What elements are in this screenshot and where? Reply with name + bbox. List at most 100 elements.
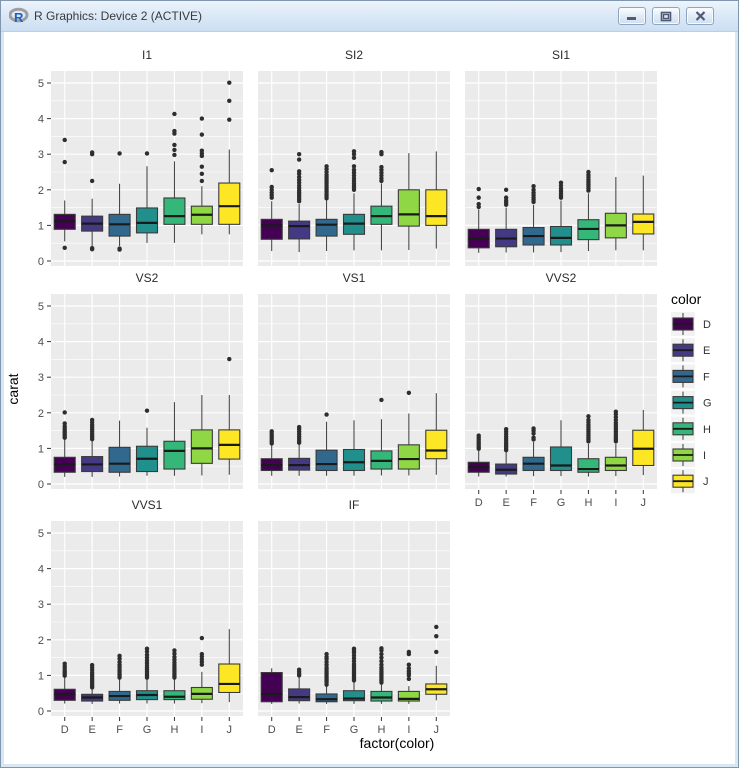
legend-key-J: J [671, 469, 709, 494]
facet-I1: I1 0 1 2 3 4 5 [38, 48, 243, 268]
boxplot-VS2-G [135, 408, 159, 476]
outlier-point [62, 661, 67, 666]
outlier-point [144, 646, 150, 651]
outlier-point [531, 184, 536, 189]
boxplot-I1-I [190, 116, 213, 235]
boxplot-VVS1-J [218, 629, 241, 703]
x-tick-label: D [475, 497, 483, 509]
minimize-button[interactable] [618, 7, 646, 25]
boxplot-VS1-I [397, 390, 420, 476]
boxplot-SI2-J [425, 151, 448, 249]
x-tick-label: F [530, 497, 537, 509]
facet-label-IF: IF [349, 498, 360, 512]
boxplot-VVS1-D [53, 661, 76, 704]
boxplot-IF-F [315, 651, 338, 704]
boxplot-VS1-G [342, 420, 366, 476]
outlier-point [172, 147, 177, 153]
outlier-point [199, 164, 205, 169]
restore-button[interactable] [652, 7, 680, 25]
outlier-point [476, 195, 481, 200]
close-button[interactable] [686, 7, 714, 25]
outlier-point [62, 159, 67, 165]
boxplot-VVS2-J [632, 409, 655, 476]
legend-label-E: E [703, 345, 710, 357]
outlier-point [406, 666, 412, 671]
outlier-point [351, 646, 357, 651]
outlier-point [117, 653, 122, 659]
boxplot-VS2-E [81, 417, 104, 477]
outlier-point [172, 651, 177, 656]
outlier-point [503, 195, 509, 200]
outlier-point [227, 117, 232, 122]
x-tick-label: H [584, 497, 592, 509]
outlier-point [324, 412, 329, 417]
facet-VVS2: VVS2 D E F G H I J [465, 271, 657, 509]
outlier-point [406, 390, 412, 396]
outlier-point [296, 424, 302, 430]
outlier-point [89, 245, 95, 251]
boxplot-SI1-I [604, 176, 627, 251]
x-tick-label: F [323, 724, 330, 736]
outlier-point [199, 651, 205, 657]
y-tick-label: 1 [38, 670, 44, 682]
legend-key-G: G [671, 390, 712, 415]
outlier-point [586, 417, 591, 423]
outlier-point [476, 201, 481, 207]
x-tick-label: G [143, 724, 152, 736]
y-tick-label: 4 [38, 564, 44, 576]
outlier-point [476, 186, 481, 192]
legend-label-J: J [703, 476, 709, 488]
boxplot-VVS1-E [81, 662, 104, 704]
boxplot-I1-D [53, 137, 76, 251]
boxplot-SI1-J [632, 175, 655, 251]
y-tick-label: 0 [38, 479, 44, 491]
minimize-icon [626, 11, 638, 21]
x-tick-label: I [200, 724, 203, 736]
titlebar[interactable]: R R Graphics: Device 2 (ACTIVE) [1, 1, 738, 32]
boxplot-SI1-F [522, 184, 545, 253]
boxplot-VS1-E [288, 424, 311, 476]
outlier-point [406, 676, 412, 682]
outlier-point [62, 421, 67, 426]
facet-VS2: VS2 0 1 2 3 4 5 [38, 271, 243, 491]
boxplot-VVS2-H [577, 414, 600, 477]
boxplot-VVS1-G [135, 646, 159, 704]
outlier-point [269, 184, 274, 190]
facet-VS1: VS1 [258, 271, 450, 489]
x-tick-label: G [557, 497, 566, 509]
x-tick-label: I [407, 724, 410, 736]
legend-label-I: I [703, 450, 706, 462]
outlier-point [379, 655, 384, 660]
y-tick-label: 1 [38, 220, 44, 232]
y-tick-label: 4 [38, 114, 44, 126]
boxplot-VS2-F [108, 420, 131, 477]
boxplot-VVS1-H [163, 648, 186, 704]
y-tick-label: 2 [38, 185, 44, 197]
boxplot-VVS1-I [190, 635, 213, 704]
boxplot-I1-E [81, 150, 104, 252]
outlier-point [172, 128, 177, 134]
x-axis-title: factor(color) [360, 735, 435, 751]
x-tick-label: H [377, 724, 385, 736]
x-tick-label: I [614, 497, 617, 509]
y-tick-label: 5 [38, 301, 44, 313]
x-tick-label: E [502, 497, 509, 509]
outlier-point [117, 246, 122, 251]
facet-SI1: SI1 [465, 48, 657, 266]
outlier-point [62, 137, 67, 143]
facet-label-I1: I1 [142, 48, 152, 62]
outlier-point [227, 80, 232, 85]
boxplot-VS2-I [190, 395, 213, 476]
boxplot-SI2-G [342, 149, 366, 251]
outlier-point [199, 171, 205, 176]
boxplot-IF-J [425, 624, 448, 701]
outlier-point [434, 634, 439, 639]
boxplot-SI1-D [467, 186, 490, 253]
outlier-point [379, 662, 384, 667]
legend-label-H: H [703, 424, 711, 436]
boxplot-IF-E [288, 667, 311, 704]
boxplot-SI2-D [260, 168, 283, 252]
facet-label-VVS2: VVS2 [546, 271, 577, 285]
outlier-point [296, 667, 302, 672]
legend-title: color [671, 291, 702, 307]
